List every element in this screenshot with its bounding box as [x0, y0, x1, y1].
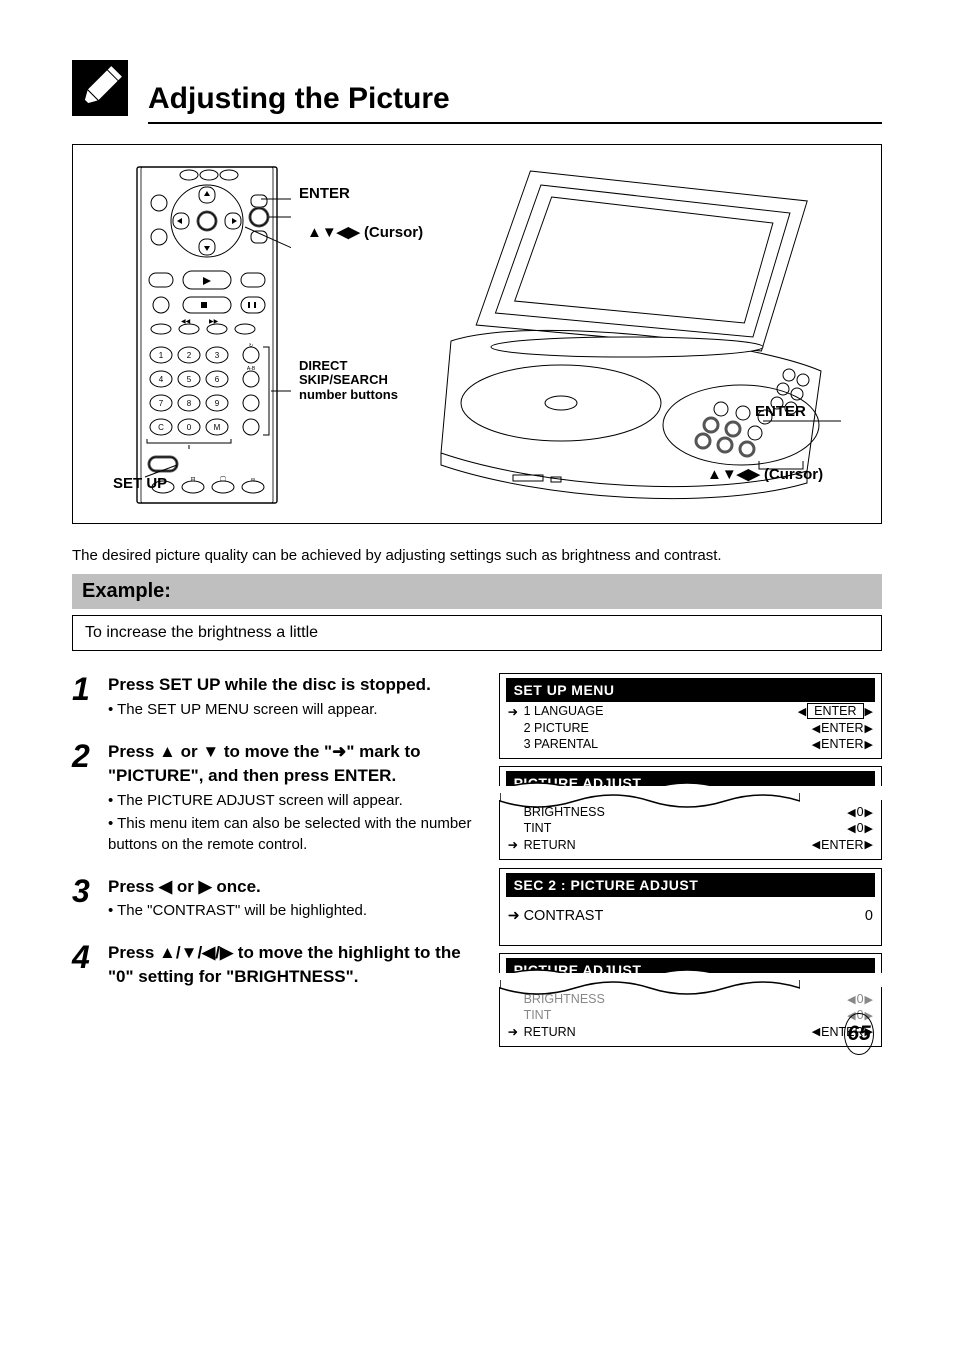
- step-line: • This menu item can also be selected wi…: [108, 813, 475, 855]
- step-number: 1: [72, 673, 108, 722]
- step-title: Press ▲ or ▼ to move the "➜" mark to "PI…: [108, 740, 475, 788]
- svg-text:▶▶: ▶▶: [209, 319, 219, 325]
- example-header: Example:: [72, 574, 882, 609]
- step-number: 4: [72, 941, 108, 991]
- pencil-icon: [72, 60, 128, 116]
- page-title: Adjusting the Picture: [148, 82, 882, 116]
- step: 4 Press ▲/▼/◀/▶ to move the highlight to…: [72, 941, 475, 991]
- example-text: To increase the brightness a little: [85, 624, 318, 641]
- svg-text:∞: ∞: [251, 477, 255, 483]
- diagram-box: ◀◀ ▶▶ 1 2 3 4 5 6 7 8 9: [72, 144, 882, 524]
- step-title: Press ◀ or ▶ once.: [108, 875, 475, 899]
- explanation-text: The desired picture quality can be achie…: [72, 546, 882, 566]
- svg-text:7: 7: [159, 399, 164, 408]
- screen-setup-menu: SET UP MENU ➜1 LANGUAGE◀ ENTER ▶ 2 PICTU…: [499, 673, 882, 759]
- screen-title: SEC 2 : PICTURE ADJUST: [506, 873, 875, 897]
- step-number: 2: [72, 740, 108, 857]
- remote-label-setup: SET UP: [113, 475, 167, 492]
- remote-label-enter: ENTER: [299, 185, 350, 202]
- example-box: To increase the brightness a little: [72, 615, 882, 651]
- remote-label-skip: DIRECT SKIP/SEARCHnumber buttons: [299, 359, 409, 402]
- svg-text:3: 3: [215, 351, 220, 360]
- screen-sec2: SEC 2 : PICTURE ADJUST ➜CONTRAST0: [499, 868, 882, 946]
- player-illustration: [411, 165, 841, 510]
- svg-text:◀◀: ◀◀: [181, 319, 191, 325]
- svg-text:A-B: A-B: [247, 366, 256, 372]
- svg-text:0: 0: [187, 423, 192, 432]
- svg-text:🖵: 🖵: [220, 476, 226, 483]
- svg-text:5: 5: [187, 375, 192, 384]
- screen-picture-adjust-1: PICTURE ADJUST CONTRAST◀ 0 ▶ BRIGHTNESS◀…: [499, 766, 882, 860]
- step-line: • The "CONTRAST" will be highlighted.: [108, 900, 475, 921]
- screen-title: SET UP MENU: [506, 678, 875, 702]
- player-label-arrows: ▲▼◀▶ (Cursor): [707, 465, 823, 483]
- step-title: Press SET UP while the disc is stopped.: [108, 673, 475, 697]
- svg-text:2: 2: [187, 351, 192, 360]
- step-line: • The SET UP MENU screen will appear.: [108, 699, 475, 720]
- svg-text:M: M: [214, 423, 221, 432]
- screen-picture-adjust-2: PICTURE ADJUST CONTRAST◀ 0 ▶ BRIGHTNESS◀…: [499, 953, 882, 1047]
- step-line: • The PICTURE ADJUST screen will appear.: [108, 790, 475, 811]
- svg-text:4: 4: [159, 375, 164, 384]
- remote-label-arrows: ▲▼◀▶ (Cursor): [307, 223, 423, 241]
- step-title: Press ▲/▼/◀/▶ to move the highlight to t…: [108, 941, 475, 989]
- svg-text:9: 9: [215, 399, 220, 408]
- steps-column: 1 Press SET UP while the disc is stopped…: [72, 673, 475, 1047]
- remote-illustration: ◀◀ ▶▶ 1 2 3 4 5 6 7 8 9: [111, 165, 291, 510]
- step: 1 Press SET UP while the disc is stopped…: [72, 673, 475, 722]
- svg-text:6: 6: [215, 375, 220, 384]
- player-label-enter: ENTER: [755, 403, 806, 420]
- step: 2 Press ▲ or ▼ to move the "➜" mark to "…: [72, 740, 475, 857]
- step-number: 3: [72, 875, 108, 924]
- svg-text:1: 1: [159, 351, 164, 360]
- screens-column: SET UP MENU ➜1 LANGUAGE◀ ENTER ▶ 2 PICTU…: [499, 673, 882, 1047]
- svg-text:⊟: ⊟: [190, 477, 195, 483]
- svg-text:C: C: [158, 423, 164, 432]
- svg-text:↻: ↻: [249, 343, 253, 349]
- svg-text:8: 8: [187, 399, 192, 408]
- step: 3 Press ◀ or ▶ once. • The "CONTRAST" wi…: [72, 875, 475, 924]
- page-number: 65: [844, 1013, 874, 1061]
